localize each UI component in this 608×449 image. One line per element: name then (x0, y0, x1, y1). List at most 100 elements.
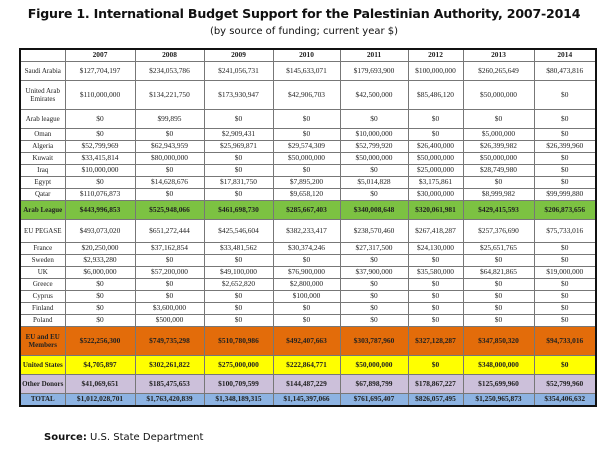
table-cell: $425,546,604 (203, 219, 274, 243)
table-cell: $50,000,000 (339, 152, 409, 165)
table-cell: $0 (272, 128, 341, 141)
row-label: Egypt (19, 176, 66, 189)
row-label: Cyprus (19, 290, 66, 303)
table-cell: $0 (339, 254, 409, 267)
table-cell: $50,000,000 (339, 355, 409, 375)
row-label: United States (19, 355, 66, 375)
table-cell: $749,735,298 (134, 326, 205, 356)
table-cell: $234,053,786 (134, 61, 205, 81)
row-label: Greece (19, 278, 66, 291)
table-row: Finland $0 $3,600,000 $0 $0 $0 $0 $0 $0 (19, 302, 597, 315)
table-cell: $651,272,444 (134, 219, 205, 243)
row-label: Qatar (19, 188, 66, 201)
row-label: Arab league (19, 109, 66, 129)
table-cell: $1,012,028,701 (64, 393, 136, 407)
table-cell: $0 (203, 302, 274, 315)
table-cell: $0 (134, 128, 205, 141)
table-cell: $145,633,071 (272, 61, 341, 81)
row-label: Sweden (19, 254, 66, 267)
table-cell: $76,900,000 (272, 266, 341, 279)
row-label: Arab League (19, 200, 66, 220)
table-cell: $0 (134, 290, 205, 303)
table-cell: $125,699,960 (462, 374, 535, 394)
column-header: 2009 (203, 48, 274, 62)
table-cell: $0 (339, 314, 409, 327)
table-cell: $100,709,599 (203, 374, 274, 394)
table-cell: $826,057,495 (407, 393, 464, 407)
table-cell: $340,008,648 (339, 200, 409, 220)
table-cell: $25,969,871 (203, 140, 274, 153)
table-cell: $0 (64, 290, 136, 303)
table-cell: $110,076,873 (64, 188, 136, 201)
table-cell: $492,407,663 (272, 326, 341, 356)
table-cell: $461,698,730 (203, 200, 274, 220)
table-cell: $100,000 (272, 290, 341, 303)
table-cell: $99,895 (134, 109, 205, 129)
table-cell: $0 (203, 109, 274, 129)
table-cell: $0 (407, 290, 464, 303)
table-cell: $0 (533, 164, 597, 177)
table-cell: $0 (272, 164, 341, 177)
table-cell: $127,704,197 (64, 61, 136, 81)
row-label: Iraq (19, 164, 66, 177)
table-cell: $0 (533, 278, 597, 291)
table-cell: $75,733,016 (533, 219, 597, 243)
table-cell: $257,376,690 (462, 219, 535, 243)
row-label: Oman (19, 128, 66, 141)
table-cell: $0 (134, 278, 205, 291)
subtotal-row: United States $4,705,897 $302,261,822 $275,… (19, 355, 597, 375)
table-cell: $29,574,309 (272, 140, 341, 153)
table-cell: $144,487,229 (272, 374, 341, 394)
table-cell: $429,415,593 (462, 200, 535, 220)
table-cell: $0 (339, 164, 409, 177)
table-row: Cyprus $0 $0 $0 $100,000 $0 $0 $0 $0 (19, 290, 597, 303)
table-cell: $42,906,703 (272, 80, 341, 110)
source-note: Source: U.S. State Department (44, 432, 203, 443)
table-cell: $6,000,000 (64, 266, 136, 279)
table-cell: $302,261,822 (134, 355, 205, 375)
table-cell: $761,695,407 (339, 393, 409, 407)
table-cell: $510,780,986 (203, 326, 274, 356)
table-cell: $3,600,000 (134, 302, 205, 315)
table-row: United Arab Emirates $110,000,000 $134,221… (19, 80, 597, 110)
table-cell: $80,000,000 (134, 152, 205, 165)
table-row: Oman $0 $0 $2,909,431 $0 $10,000,000 $0 $5,000,… (19, 128, 597, 141)
table-cell: $27,317,500 (339, 242, 409, 255)
header-corner (19, 48, 66, 62)
table-cell: $0 (203, 290, 274, 303)
table-cell: $0 (272, 109, 341, 129)
table-cell: $173,930,947 (203, 80, 274, 110)
row-label: TOTAL (19, 393, 66, 407)
table-cell: $260,265,649 (462, 61, 535, 81)
row-label: Finland (19, 302, 66, 315)
table-cell: $0 (64, 302, 136, 315)
table-cell: $2,933,280 (64, 254, 136, 267)
subtotal-row: Other Donors $41,069,651 $185,475,653 $100,… (19, 374, 597, 394)
column-header: 2007 (64, 48, 136, 62)
table-cell: $30,374,246 (272, 242, 341, 255)
table-cell: $0 (272, 302, 341, 315)
column-header: 2008 (134, 48, 205, 62)
table-cell: $0 (64, 278, 136, 291)
table-row: Arab league $0 $99,895 $0 $0 $0 $0 $0 $0 (19, 109, 597, 129)
table-cell: $5,014,828 (339, 176, 409, 189)
column-header: 2010 (272, 48, 341, 62)
table-cell: $348,000,000 (462, 355, 535, 375)
table-cell: $179,693,900 (339, 61, 409, 81)
table-cell: $0 (272, 254, 341, 267)
table-row: Algeria $52,799,969 $62,943,959 $25,969,871… (19, 140, 597, 153)
table-cell: $64,821,865 (462, 266, 535, 279)
table-cell: $7,895,200 (272, 176, 341, 189)
table-cell: $0 (203, 314, 274, 327)
table-cell: $19,000,000 (533, 266, 597, 279)
table-cell: $4,705,897 (64, 355, 136, 375)
table-cell: $0 (462, 302, 535, 315)
table-cell: $1,348,189,315 (203, 393, 274, 407)
table-cell: $26,399,982 (462, 140, 535, 153)
table-cell: $178,867,227 (407, 374, 464, 394)
table-cell: $0 (272, 314, 341, 327)
table-cell: $10,000,000 (339, 128, 409, 141)
table-cell: $26,399,960 (533, 140, 597, 153)
table-cell: $275,000,000 (203, 355, 274, 375)
table-cell: $0 (203, 164, 274, 177)
